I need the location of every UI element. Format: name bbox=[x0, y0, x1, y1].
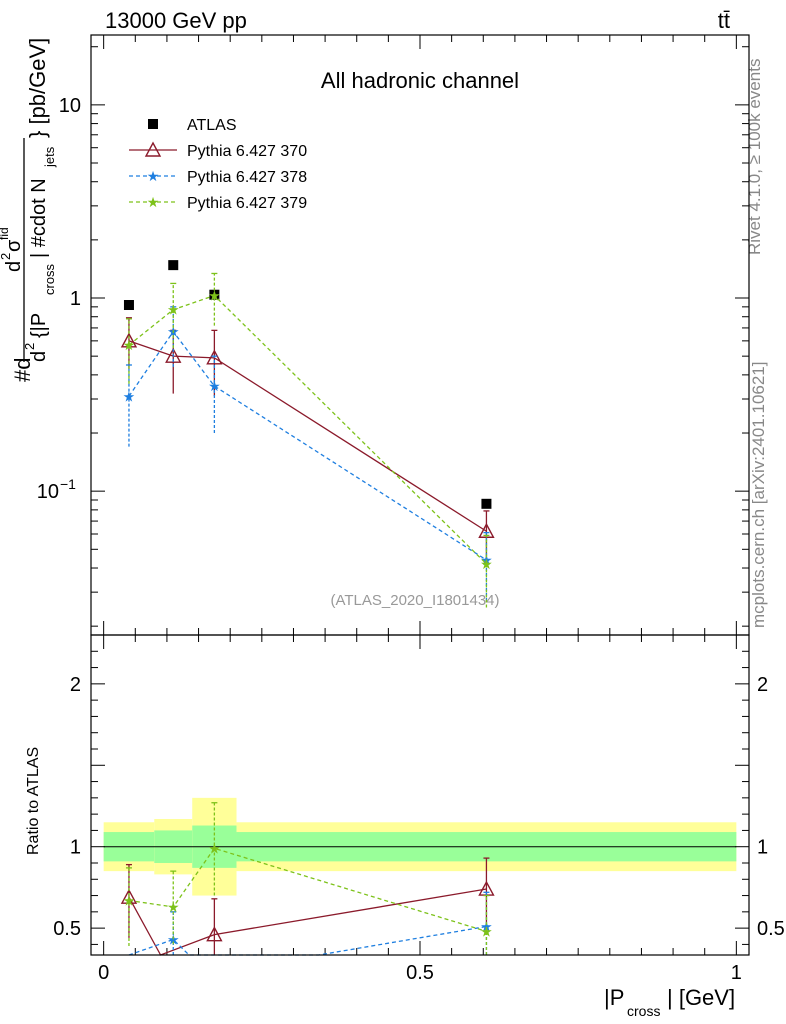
ratio-tick-labels: 2 2 1 1 0.5 0.5 0 0.5 1 bbox=[53, 674, 785, 984]
point-p378: ★ bbox=[123, 388, 136, 404]
ratio-frame bbox=[90, 634, 750, 956]
energy-label: 13000 GeV pp bbox=[105, 8, 247, 33]
ylabel-den-close: } [pb/GeV] bbox=[25, 38, 50, 138]
xtick-label: 0.5 bbox=[406, 962, 434, 984]
legend-label-p379: Pythia 6.427 379 bbox=[187, 195, 307, 212]
xtick-label: 1 bbox=[731, 962, 742, 984]
ratio-panel: 2 21 10.5 0.50 0.5 1 ★★★ ★★★ Ratio to ATLAS |P… bbox=[25, 634, 785, 1019]
legend-marker-atlas bbox=[148, 119, 158, 129]
ratio-series-layer: ★★★ ★★★ bbox=[120, 802, 495, 956]
legend-entry-p378: ★ Pythia 6.427 378 bbox=[129, 168, 307, 186]
series-line-p378 bbox=[128, 925, 487, 956]
series-p378: ★ ★ ★ ★ bbox=[123, 306, 493, 601]
ratio-ytick-label: 0.5 bbox=[53, 918, 81, 940]
ylabel-frac-num-sup: 2 bbox=[0, 253, 13, 260]
point-p379: ★ bbox=[167, 899, 180, 915]
point-p379: ★ bbox=[123, 337, 136, 353]
point-atlas bbox=[123, 300, 134, 311]
point-p379: ★ bbox=[480, 923, 493, 939]
point-p378: ★ bbox=[480, 919, 493, 935]
point-atlas bbox=[168, 260, 179, 271]
xtick-label: 0 bbox=[98, 962, 109, 984]
point-p370 bbox=[206, 926, 223, 942]
ylabel-den-d: d bbox=[28, 351, 50, 362]
ylabel-den-sub: cross bbox=[42, 263, 57, 295]
mcplots-label: mcplots.cern.ch [arXiv:2401.10621] bbox=[749, 362, 768, 628]
main-panel: All hadronic channel (ATLAS_2020_I180143… bbox=[0, 34, 750, 636]
legend-marker-p378: ★ bbox=[147, 168, 160, 184]
point-p370 bbox=[206, 349, 223, 365]
series-line-p370 bbox=[128, 888, 487, 956]
ratio-axis-ticks bbox=[91, 635, 749, 955]
main-axis-ticks bbox=[91, 35, 749, 635]
main-ylabel: #d d 2 σ fid d 2 {|P cross | #cdot N jet… bbox=[0, 38, 57, 382]
ylabel-den-sub2: jets bbox=[42, 146, 57, 168]
series-p379: ★★★★ bbox=[123, 802, 493, 955]
legend-marker-p379: ★ bbox=[147, 194, 160, 210]
series-atlas bbox=[123, 260, 492, 509]
main-ytick-label: 10 bbox=[37, 481, 59, 503]
ylabel-prefix: #d bbox=[10, 358, 35, 382]
point-p379: ★ bbox=[208, 288, 221, 304]
ylabel-den-brace: {|P bbox=[28, 313, 50, 338]
series-p378: ★★ bbox=[128, 891, 493, 956]
ratio-ytick-label: 1 bbox=[70, 837, 81, 859]
point-p379: ★ bbox=[208, 840, 221, 856]
process-label: tt̄ bbox=[718, 8, 730, 33]
point-p379: ★ bbox=[123, 892, 136, 908]
series-line-p379 bbox=[128, 294, 487, 565]
point-p379: ★ bbox=[480, 556, 493, 572]
main-ytick-label: 10 bbox=[59, 95, 81, 117]
point-p379: ★ bbox=[167, 302, 180, 318]
legend-entry-p370: Pythia 6.427 370 bbox=[129, 141, 307, 160]
legend-entry-atlas: ATLAS bbox=[148, 117, 237, 134]
point-p378: ★ bbox=[208, 378, 221, 394]
ylabel-den-mid: | #cdot N bbox=[28, 178, 50, 258]
ylabel-frac-sigma-sup: fid bbox=[0, 227, 11, 240]
ylabel-den-sup: 2 bbox=[22, 343, 37, 350]
ratio-ytick-label: 2 bbox=[70, 674, 81, 696]
legend-entry-p379: ★ Pythia 6.427 379 bbox=[129, 194, 307, 212]
legend-label-p378: Pythia 6.427 378 bbox=[187, 169, 307, 186]
series-line-p370 bbox=[128, 340, 487, 532]
legend-marker-p370 bbox=[144, 141, 162, 157]
xlabel: |P cross | [GeV] bbox=[604, 985, 735, 1019]
series-line-p379 bbox=[128, 847, 487, 933]
main-ytick-label-exp: −1 bbox=[60, 476, 76, 492]
legend: ATLAS Pythia 6.427 370 ★ Pythia 6.427 37… bbox=[129, 117, 307, 212]
point-atlas bbox=[481, 498, 492, 509]
legend-label-p370: Pythia 6.427 370 bbox=[187, 143, 307, 160]
ylabel-frac-sigma: σ bbox=[3, 239, 25, 252]
ratio-ytick-label-right: 0.5 bbox=[757, 918, 785, 940]
legend-label-atlas: ATLAS bbox=[187, 117, 237, 134]
xlabel-prefix: |P bbox=[604, 985, 624, 1010]
main-title: All hadronic channel bbox=[321, 68, 519, 93]
series-line-p378 bbox=[128, 330, 487, 561]
ratio-ylabel: Ratio to ATLAS bbox=[25, 747, 42, 855]
point-p370 bbox=[165, 347, 182, 363]
xlabel-sub: cross bbox=[627, 1003, 660, 1019]
ratio-ytick-label-right: 1 bbox=[757, 837, 768, 859]
point-p378: ★ bbox=[167, 932, 180, 948]
ylabel-frac-num-d: d bbox=[3, 261, 25, 272]
series-p370 bbox=[120, 317, 495, 559]
rivet-label: Rivet 4.1.0, ≥ 100k events bbox=[745, 59, 764, 255]
ratio-ytick-label-right: 2 bbox=[757, 674, 768, 696]
xlabel-suffix: | [GeV] bbox=[667, 985, 735, 1010]
watermark: (ATLAS_2020_I1801434) bbox=[330, 592, 499, 609]
main-ytick-label: 1 bbox=[70, 288, 81, 310]
main-series-layer: ★★★★★★★★ bbox=[120, 260, 495, 608]
series-p379: ★ ★ ★ ★ bbox=[123, 272, 493, 608]
